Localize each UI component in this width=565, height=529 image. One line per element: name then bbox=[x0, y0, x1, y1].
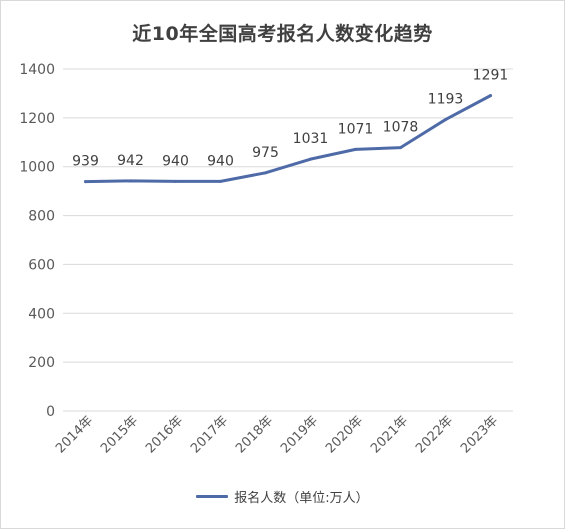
x-tick-label: 2016年 bbox=[143, 413, 186, 456]
x-tick-label: 2022年 bbox=[413, 413, 456, 456]
data-point bbox=[309, 157, 312, 161]
legend: 报名人数（单位:万人） bbox=[1, 487, 564, 506]
y-tick-label: 1200 bbox=[19, 111, 55, 127]
data-label: 1071 bbox=[338, 121, 374, 137]
data-point bbox=[489, 94, 492, 98]
legend-label: 报名人数（单位:万人） bbox=[234, 491, 369, 506]
y-tick-label: 600 bbox=[28, 257, 55, 273]
data-label: 939 bbox=[72, 154, 99, 170]
data-label: 1193 bbox=[428, 92, 464, 108]
x-tick-label: 2014年 bbox=[53, 413, 96, 456]
data-point bbox=[264, 171, 267, 175]
x-tick-label: 2023年 bbox=[458, 413, 501, 456]
x-tick-label: 2021年 bbox=[368, 413, 411, 456]
x-tick-label: 2017年 bbox=[188, 413, 231, 456]
data-point bbox=[129, 179, 132, 183]
y-tick-label: 1400 bbox=[19, 62, 55, 78]
data-label: 940 bbox=[207, 153, 234, 169]
data-point bbox=[354, 147, 357, 151]
y-tick-label: 200 bbox=[28, 355, 55, 371]
data-label: 1031 bbox=[293, 131, 329, 147]
x-tick-label: 2019年 bbox=[278, 413, 321, 456]
data-point bbox=[219, 179, 222, 183]
series-line bbox=[84, 94, 492, 184]
x-tick-label: 2020年 bbox=[323, 413, 366, 456]
data-label: 940 bbox=[162, 153, 189, 169]
chart-title: 近10年全国高考报名人数变化趋势 bbox=[132, 23, 433, 45]
data-point bbox=[444, 118, 447, 122]
data-point bbox=[399, 146, 402, 150]
data-label: 1291 bbox=[473, 68, 509, 84]
y-tick-label: 800 bbox=[28, 209, 55, 225]
y-tick-label: 400 bbox=[28, 306, 55, 322]
legend-swatch bbox=[196, 495, 229, 498]
data-point bbox=[174, 179, 177, 183]
x-tick-label: 2018年 bbox=[233, 413, 276, 456]
x-tick-label: 2015年 bbox=[98, 413, 141, 456]
data-label: 942 bbox=[117, 153, 144, 169]
data-label: 975 bbox=[252, 145, 279, 161]
y-tick-label: 0 bbox=[46, 404, 55, 420]
y-tick-label: 1000 bbox=[19, 160, 55, 176]
data-point bbox=[84, 180, 87, 184]
data-label: 1078 bbox=[383, 120, 419, 136]
